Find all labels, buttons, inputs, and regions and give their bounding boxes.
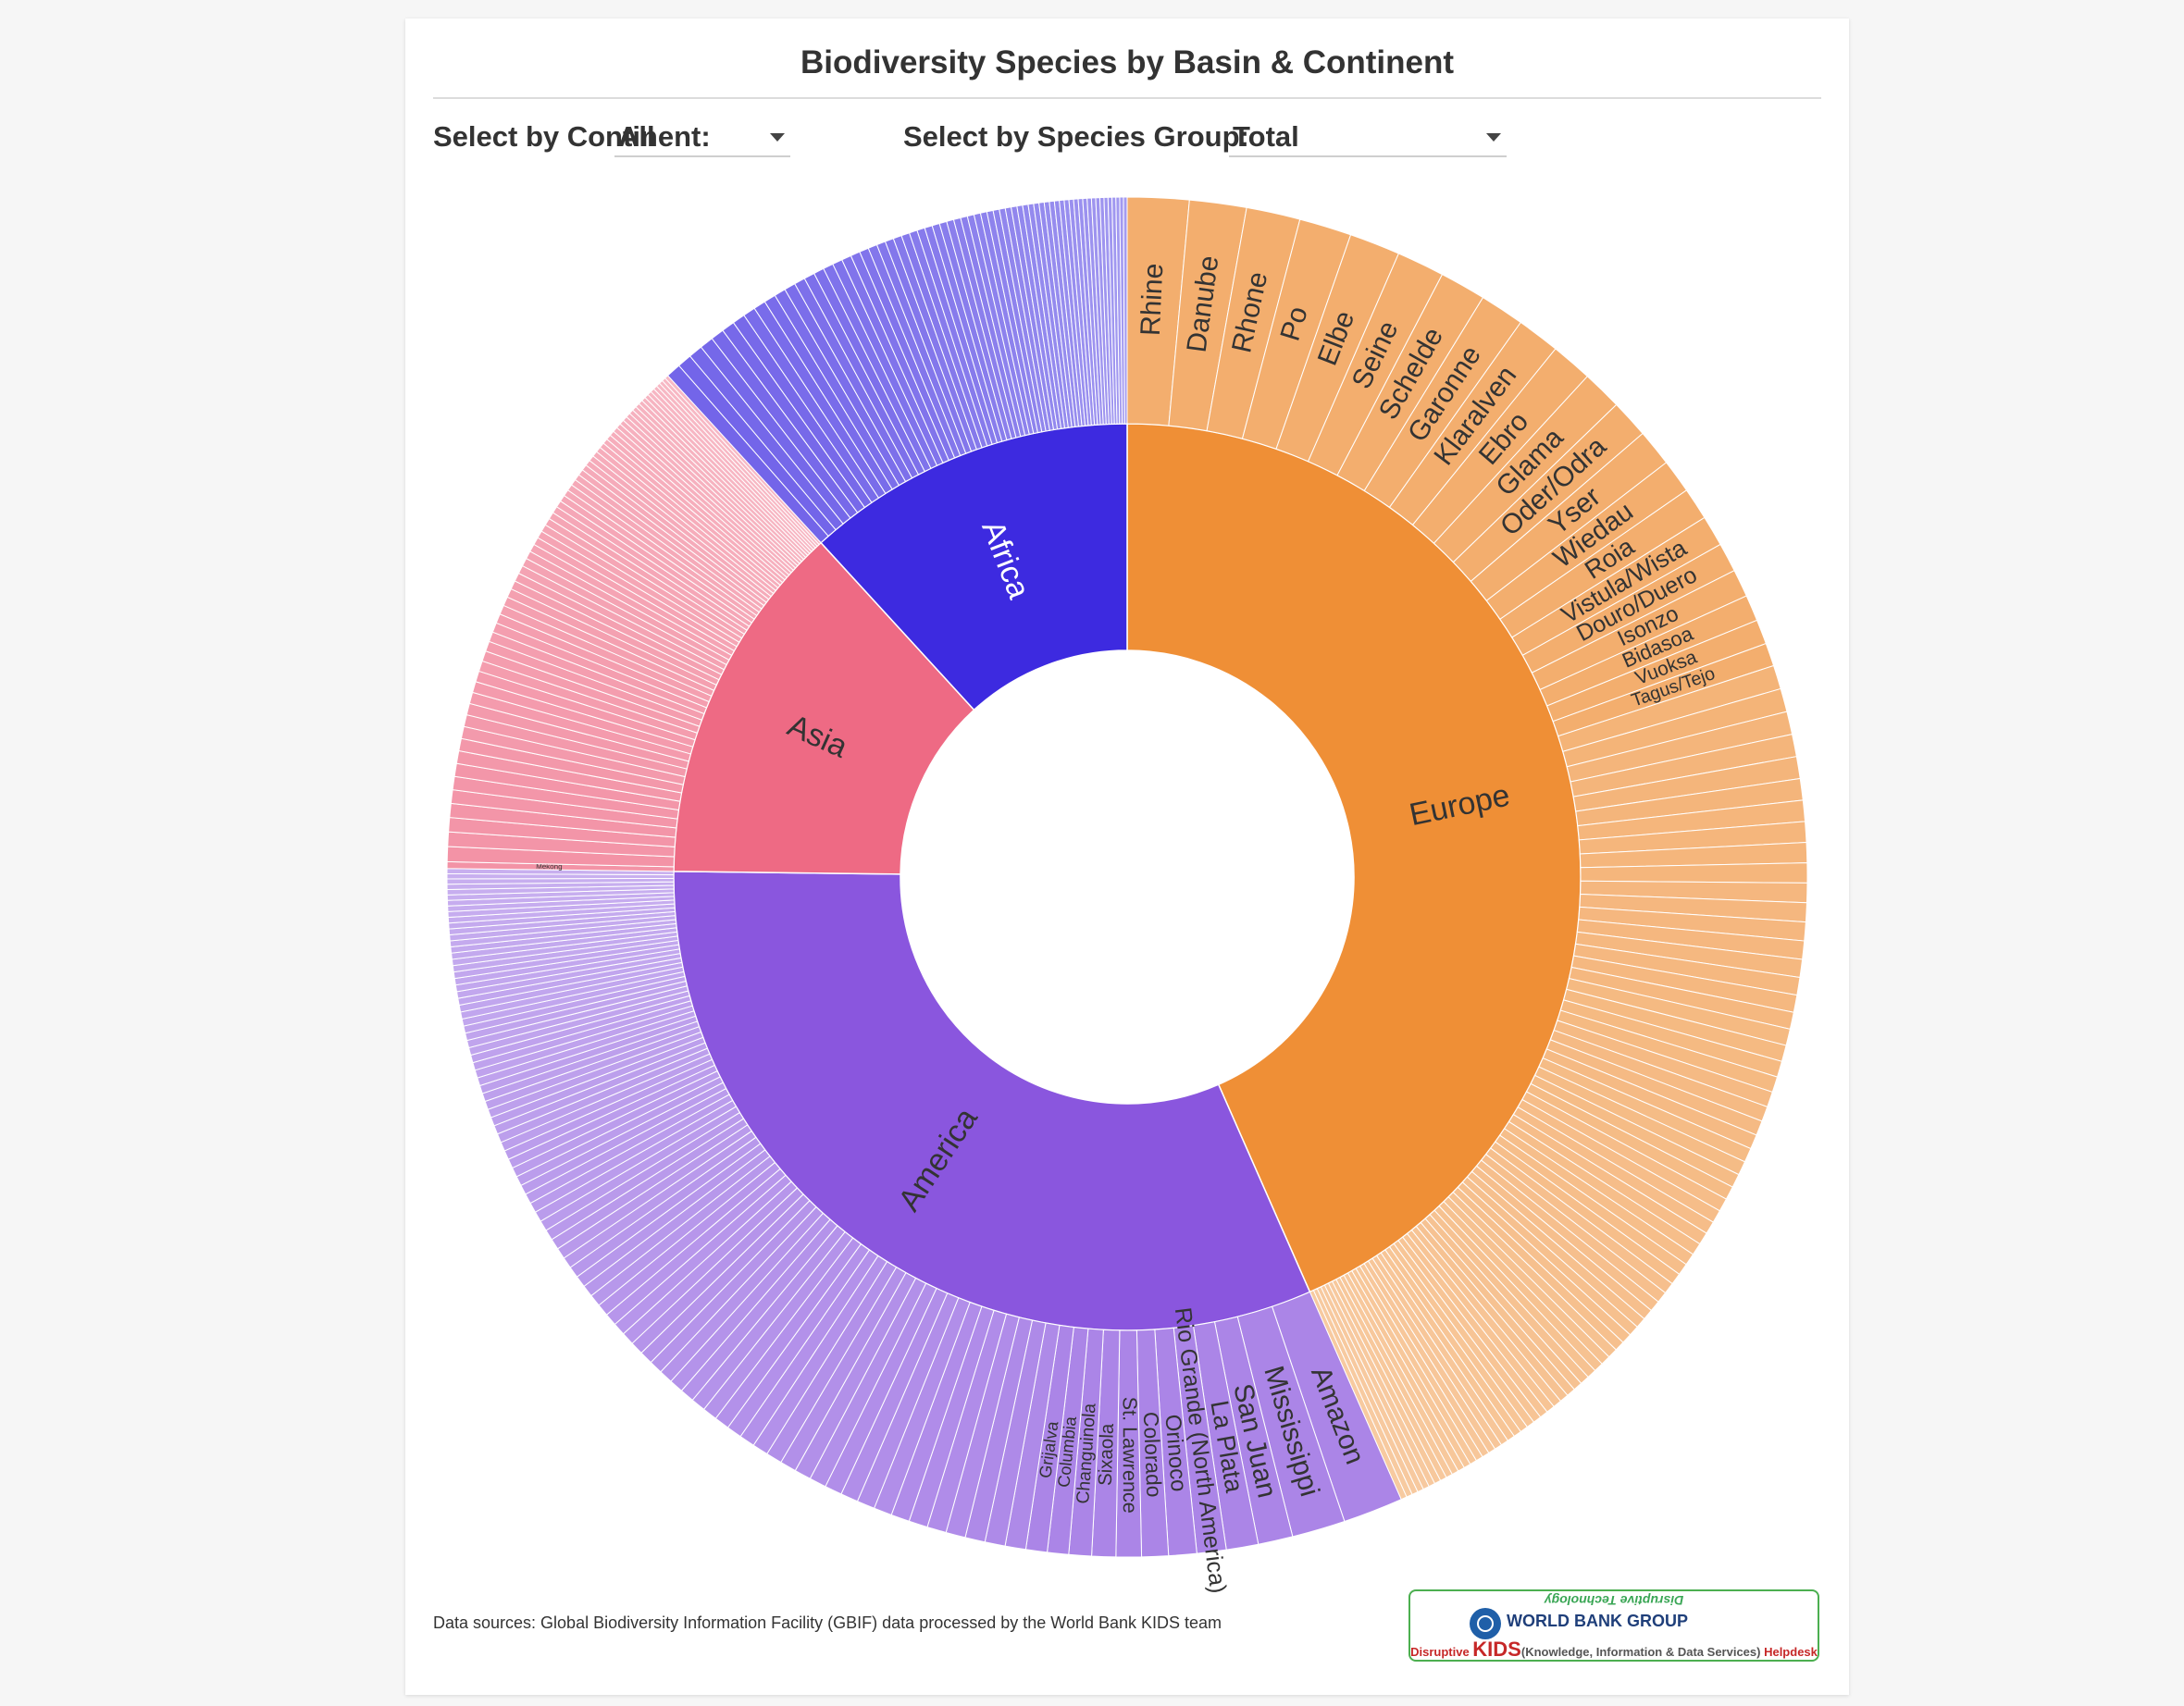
logo-tag: Disruptive KIDS(Knowledge, Information &…: [1410, 1638, 1818, 1662]
species-select[interactable]: Total: [1229, 118, 1507, 157]
continent-filter-label: Select by Continent:: [433, 120, 711, 153]
chevron-down-icon: [1486, 133, 1501, 142]
logo-name: WORLD BANK GROUP: [1507, 1612, 1688, 1630]
logo-tag-help: Helpdesk: [1764, 1645, 1818, 1659]
basin-label-st-lawrence: St. Lawrence: [1119, 1397, 1142, 1514]
logo-tag-rest: (Knowledge, Information & Data Services): [1520, 1645, 1765, 1659]
logo-tag-prefix: Disruptive: [1410, 1645, 1473, 1659]
chart-title: Biodiversity Species by Basin & Continen…: [800, 44, 1454, 80]
data-source-note: Data sources: Global Biodiversity Inform…: [433, 1613, 1222, 1632]
basin-label-rhine: Rhine: [1135, 263, 1170, 337]
basin-label-mekong: Mekong: [536, 862, 563, 871]
logo-tagline-inverted: Disruptive Technology: [1544, 1593, 1684, 1608]
world-bank-kids-logo: Disruptive Technology WORLD BANK GROUP D…: [1408, 1589, 1819, 1662]
title-divider: [433, 97, 1821, 99]
species-filter-label: Select by Species Group:: [903, 120, 1249, 153]
basin-label-colorado: Colorado: [1139, 1411, 1167, 1498]
continent-select[interactable]: All: [614, 118, 790, 157]
species-select-value: Total: [1233, 120, 1299, 153]
globe-icon: [1470, 1608, 1501, 1639]
chevron-down-icon: [770, 133, 785, 142]
continent-select-value: All: [618, 120, 655, 153]
basin-segment[interactable]: [1123, 196, 1128, 425]
chart-card: Biodiversity Species by Basin & Continen…: [405, 19, 1849, 1695]
logo-tag-kids: KIDS: [1472, 1638, 1521, 1661]
